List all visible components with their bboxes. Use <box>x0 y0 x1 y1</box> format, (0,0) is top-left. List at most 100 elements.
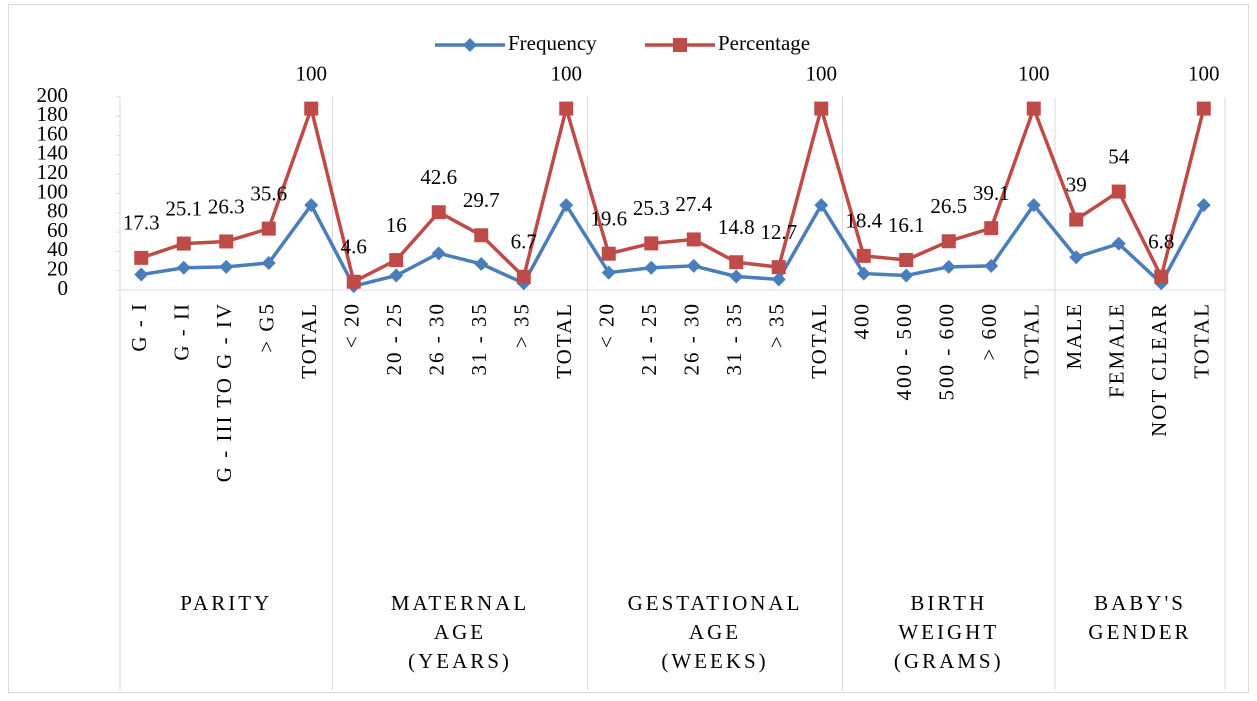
marker <box>1196 101 1211 116</box>
marker <box>219 259 234 274</box>
y-tick-label: 0 <box>58 276 69 300</box>
y-tick-label: 80 <box>47 199 68 223</box>
marker <box>941 234 956 249</box>
marker <box>134 250 149 265</box>
x-tick-label: 400 - 500 <box>892 302 916 401</box>
x-tick-label: FEMALE <box>1105 302 1129 398</box>
marker <box>1111 184 1126 199</box>
marker <box>474 256 489 271</box>
x-tick-label: > 35 <box>765 302 789 348</box>
marker <box>1154 269 1169 284</box>
x-tick-label: < 20 <box>340 302 364 348</box>
marker <box>219 234 234 249</box>
x-tick-label: < 20 <box>595 302 619 348</box>
data-label: 26.5 <box>930 194 967 218</box>
data-label: 14.8 <box>718 215 755 239</box>
x-tick-label: TOTAL <box>807 302 831 379</box>
data-label: 25.3 <box>633 196 670 220</box>
data-label: 100 <box>806 61 838 85</box>
marker <box>1196 198 1211 213</box>
group-label: MATERNAL AGE (YEARS) <box>391 591 529 673</box>
data-label: 54 <box>1108 144 1130 168</box>
marker <box>673 38 687 52</box>
x-tick-label: G - III TO G - IV <box>212 302 236 482</box>
data-label: 4.6 <box>341 235 367 259</box>
data-label: 12.7 <box>760 220 797 244</box>
x-tick-label: 26 - 30 <box>680 302 704 376</box>
marker <box>814 198 829 213</box>
marker <box>389 253 404 268</box>
y-tick-label: 180 <box>37 102 69 126</box>
y-tick-label: 100 <box>37 179 69 203</box>
group-label: GESTATIONAL AGE (WEEKS) <box>628 591 803 673</box>
marker <box>261 221 276 236</box>
marker <box>559 198 574 213</box>
data-label: 6.8 <box>1148 229 1174 253</box>
marker <box>389 268 404 283</box>
x-tick-label: > 35 <box>510 302 534 348</box>
data-label: 39.1 <box>973 181 1010 205</box>
marker <box>729 255 744 270</box>
x-tick-label: > G5 <box>255 302 279 353</box>
marker <box>261 255 276 270</box>
group-label: PARITY <box>180 591 272 615</box>
y-tick-label: 200 <box>37 83 69 107</box>
y-tick-label: 60 <box>47 218 68 242</box>
y-tick-label: 120 <box>37 160 69 184</box>
marker <box>1026 198 1041 213</box>
data-label: 39 <box>1066 172 1087 196</box>
x-tick-label: NOT CLEAR <box>1147 302 1171 437</box>
marker <box>601 265 616 280</box>
x-tick-label: TOTAL <box>552 302 576 379</box>
marker <box>176 236 191 251</box>
x-tick-label: 20 - 25 <box>382 302 406 376</box>
legend-label: Percentage <box>718 31 810 55</box>
x-tick-label: TOTAL <box>1190 302 1214 379</box>
data-label: 27.4 <box>675 192 712 216</box>
x-tick-label: 26 - 30 <box>425 302 449 376</box>
marker <box>304 198 319 213</box>
marker <box>601 246 616 261</box>
data-label: 17.3 <box>123 211 160 235</box>
data-label: 29.7 <box>463 188 500 212</box>
marker <box>771 272 786 287</box>
data-label: 19.6 <box>590 207 627 231</box>
marker <box>686 232 701 247</box>
x-tick-label: G - II <box>170 302 194 361</box>
data-label: 6.7 <box>511 230 537 254</box>
data-label: 16 <box>386 213 407 237</box>
marker <box>729 269 744 284</box>
data-label: 100 <box>1018 61 1050 85</box>
data-label: 35.6 <box>250 181 287 205</box>
marker <box>941 259 956 274</box>
marker <box>516 269 531 284</box>
data-label: 100 <box>1188 61 1220 85</box>
marker <box>1069 212 1084 227</box>
marker <box>431 246 446 261</box>
marker <box>1026 101 1041 116</box>
x-tick-label: TOTAL <box>1020 302 1044 379</box>
marker <box>856 266 871 281</box>
data-label: 100 <box>551 61 583 85</box>
y-tick-label: 20 <box>47 257 68 281</box>
y-tick-label: 40 <box>47 237 68 261</box>
data-label: 16.1 <box>888 213 925 237</box>
x-tick-label: 500 - 600 <box>935 302 959 401</box>
data-label: 18.4 <box>845 209 882 233</box>
marker <box>134 267 149 282</box>
x-tick-label: 31 - 35 <box>467 302 491 376</box>
data-label: 42.6 <box>420 165 457 189</box>
data-label: 26.3 <box>208 194 245 218</box>
marker <box>856 248 871 263</box>
y-tick-label: 160 <box>37 121 69 145</box>
marker <box>431 205 446 220</box>
marker <box>463 38 477 52</box>
x-tick-label: G - I <box>127 302 151 352</box>
x-tick-label: TOTAL <box>297 302 321 379</box>
data-label: 100 <box>296 61 328 85</box>
marker <box>474 228 489 243</box>
marker <box>984 221 999 236</box>
marker <box>899 268 914 283</box>
marker <box>346 274 361 289</box>
